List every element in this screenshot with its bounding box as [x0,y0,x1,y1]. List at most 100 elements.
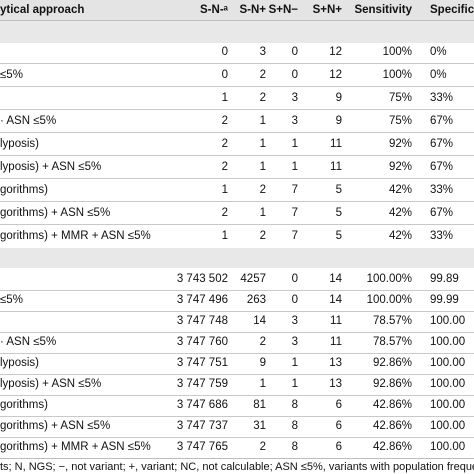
table-row: gorithms) + MMR + ASN ≤5% 1 2 7 5 42% 33… [0,225,474,247]
s-n-minus-cell: 2 [221,115,228,127]
s-plus-n-minus-cell: 7 [291,184,298,196]
header-s-n-minus: S-N-ᵃ [200,4,228,16]
specificity-cell: 99.99 [430,294,459,306]
sensitivity-cell: 100% [382,69,412,81]
s-n-plus-cell: 1 [259,161,266,173]
s-n-plus-cell: 4257 [240,273,266,285]
s-n-plus-cell: 2 [259,441,266,453]
specificity-cell: 67% [430,138,454,150]
specificity-cell: 67% [430,207,454,219]
s-plus-n-minus-cell: 3 [291,115,298,127]
sensitivity-cell: 42.86% [372,420,412,432]
s-n-minus-cell: 0 [221,69,228,81]
table-row: lyposis) + ASN ≤5% 3 747 759 1 1 13 92.8… [0,373,474,396]
sensitivity-cell: 42% [388,230,412,242]
s-n-minus-cell: 3 747 765 [176,441,228,453]
s-n-minus-cell: 3 747 496 [176,294,228,306]
specificity-cell: 100.00 [430,399,466,411]
specificity-cell: 100.00 [430,357,466,369]
specificity-cell: 99.89 [430,273,459,285]
approach-cell: lyposis) + ASN ≤5% [0,161,102,173]
approach-cell: gorithms) + ASN ≤5% [0,207,111,219]
s-plus-n-minus-cell: 0 [291,294,298,306]
s-plus-n-plus-cell: 12 [329,69,342,81]
s-n-plus-cell: 1 [259,378,266,390]
s-n-minus-cell: 1 [221,230,228,242]
s-n-minus-cell: 3 743 502 [176,273,228,285]
s-plus-n-minus-cell: 0 [291,273,298,285]
table-row: gorithms) + MMR + ASN ≤5% 3 747 765 2 8 … [0,436,474,458]
s-plus-n-plus-cell: 12 [329,46,342,58]
approach-cell: · ASN ≤5% [0,115,57,127]
approach-cell: lyposis) [0,138,39,150]
s-plus-n-plus-cell: 14 [329,273,342,285]
approach-cell: ≤5% [0,69,23,81]
s-plus-n-plus-cell: 14 [329,294,342,306]
approach-cell: ≤5% [0,294,23,306]
s-n-minus-cell: 2 [221,161,228,173]
sensitivity-cell: 92.86% [372,378,412,390]
s-n-plus-cell: 1 [259,115,266,127]
table-row: lyposis) 2 1 1 11 92% 67% [0,133,474,156]
s-n-plus-cell: 31 [253,420,266,432]
approach-cell: gorithms) + MMR + ASN ≤5% [0,441,151,453]
s-n-minus-cell: 3 747 760 [176,336,228,348]
s-plus-n-plus-cell: 6 [335,399,342,411]
sensitivity-cell: 92% [388,161,412,173]
specificity-cell: 33% [430,92,454,104]
s-plus-n-plus-cell: 11 [330,336,342,348]
specificity-cell: 100.00 [430,420,466,432]
table-row: 1 2 3 9 75% 33% [0,87,474,110]
header-specificity: Specific [430,4,474,16]
s-n-plus-cell: 3 [259,46,266,58]
header-s-plus-n-plus: S+N+ [312,4,342,16]
s-n-plus-cell: 1 [259,207,266,219]
s-plus-n-plus-cell: 9 [335,92,342,104]
table-row: lyposis) 3 747 751 9 1 13 92.86% 100.00 [0,352,474,375]
sensitivity-cell: 92.86% [372,357,412,369]
s-plus-n-minus-cell: 0 [291,46,298,58]
approach-cell: gorithms) + ASN ≤5% [0,420,111,432]
s-plus-n-minus-cell: 1 [291,357,298,369]
specificity-cell: 67% [430,115,454,127]
s-n-plus-cell: 9 [259,357,266,369]
s-plus-n-plus-cell: 13 [329,378,342,390]
s-n-minus-cell: 3 747 737 [176,420,228,432]
s-n-plus-cell: 2 [259,230,266,242]
approach-cell: lyposis) + ASN ≤5% [0,378,102,390]
header-approach: ytical approach [0,4,85,16]
s-n-minus-cell: 2 [221,138,228,150]
table-row: gorithms) 1 2 7 5 42% 33% [0,179,474,202]
s-n-minus-cell: 3 747 748 [176,315,228,327]
sensitivity-cell: 42% [388,184,412,196]
specificity-cell: 0% [430,46,447,58]
s-plus-n-minus-cell: 3 [291,315,298,327]
s-n-plus-cell: 2 [259,92,266,104]
s-plus-n-plus-cell: 11 [330,161,342,173]
table-row: 3 743 502 4257 0 14 100.00% 99.89 [0,268,474,291]
table-row: gorithms) + ASN ≤5% 2 1 7 5 42% 67% [0,202,474,225]
specificity-cell: 100.00 [430,441,466,453]
table-row: gorithms) 3 747 686 81 8 6 42.86% 100.00 [0,394,474,417]
s-n-plus-cell: 263 [246,294,266,306]
s-n-plus-cell: 14 [253,315,266,327]
sensitivity-cell: 78.57% [372,315,412,327]
s-plus-n-minus-cell: 3 [291,336,298,348]
s-plus-n-minus-cell: 8 [291,441,298,453]
s-plus-n-minus-cell: 1 [291,378,298,390]
approach-cell: gorithms) + MMR + ASN ≤5% [0,230,151,242]
approach-cell: gorithms) [0,184,48,196]
sensitivity-cell: 42.86% [372,441,412,453]
s-n-minus-cell: 1 [221,92,228,104]
sensitivity-cell: 75% [388,92,412,104]
table-row: 3 747 748 14 3 11 78.57% 100.00 [0,310,474,333]
s-n-minus-cell: 2 [221,207,228,219]
specificity-cell: 33% [430,184,454,196]
s-n-plus-cell: 2 [259,336,266,348]
s-n-minus-cell: 3 747 686 [176,399,228,411]
s-plus-n-minus-cell: 1 [291,138,298,150]
s-plus-n-plus-cell: 5 [335,184,342,196]
specificity-cell: 0% [430,69,447,81]
approach-cell: gorithms) [0,399,48,411]
table-header: ytical approach S-N-ᵃ S-N+ S+N− S+N+ Sen… [0,0,474,21]
